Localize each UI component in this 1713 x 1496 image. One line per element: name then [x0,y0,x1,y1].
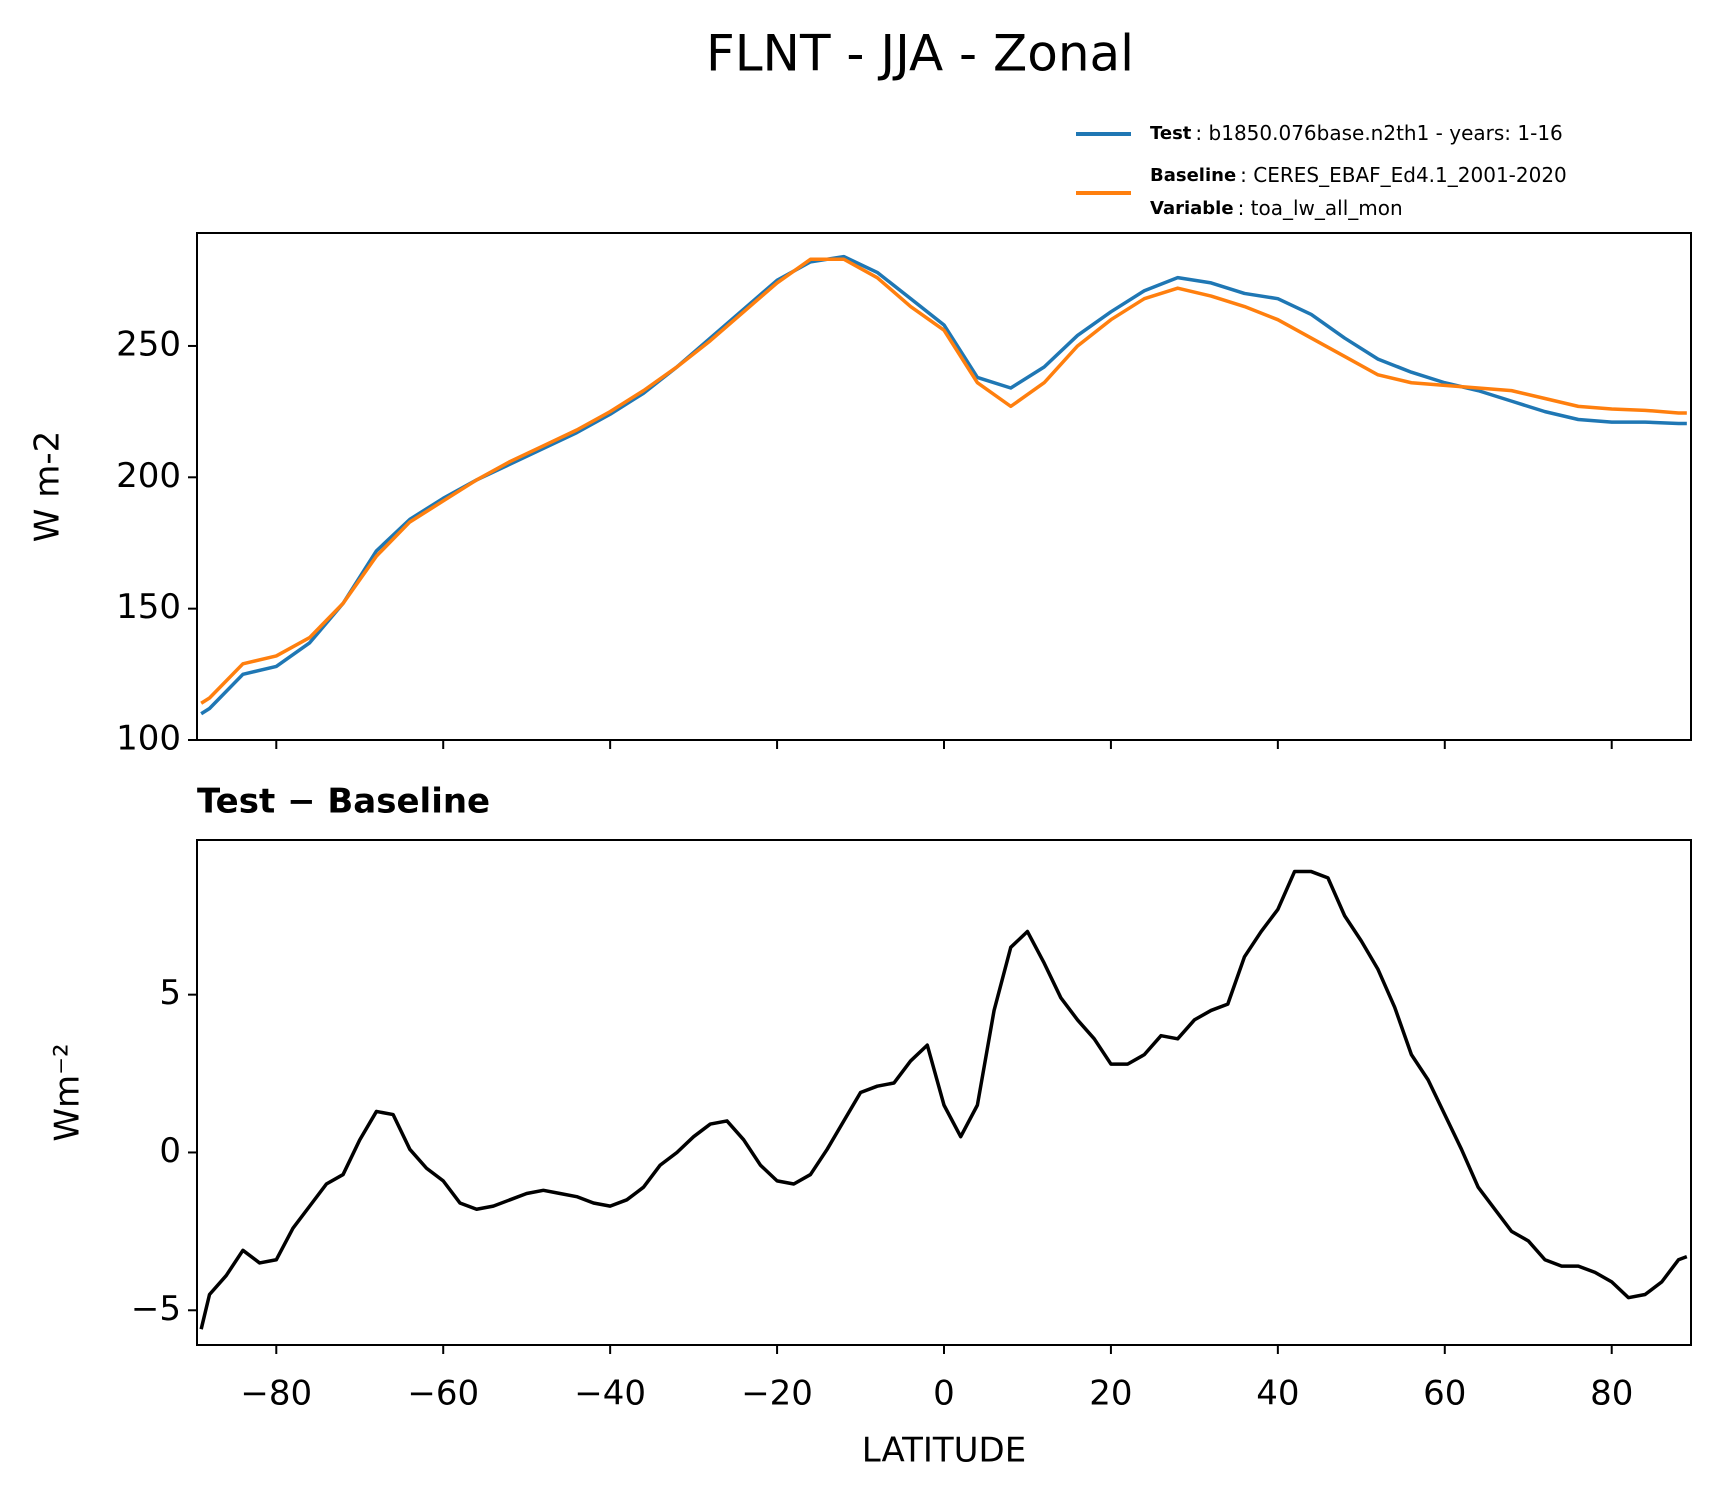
y-axis-label: W m-2 [28,431,68,542]
y-axis-label: Wm⁻² [48,1043,88,1141]
x-tick-label: 80 [1590,1374,1633,1414]
legend-detail: : toa_lw_all_mon [1238,196,1403,220]
y-tick-label: 250 [116,324,181,364]
legend-entry: Variable: toa_lw_all_mon [1150,196,1403,220]
figure-title: FLNT - JJA - Zonal [706,25,1134,83]
x-axis-label: LATITUDE [862,1431,1026,1471]
y-tick-label: −5 [131,1289,181,1329]
x-tick-label: 40 [1256,1374,1299,1414]
y-tick-label: 150 [116,587,181,627]
legend-detail: : b1850.076base.n2th1 - years: 1-16 [1195,121,1562,145]
legend-name: Variable [1150,198,1234,219]
x-tick-label: −20 [741,1374,813,1414]
x-tick-label: −40 [574,1374,646,1414]
legend-detail: : CERES_EBAF_Ed4.1_2001-2020 [1240,163,1567,187]
subplot-title: Test − Baseline [197,782,490,822]
plot-area [199,869,1688,1330]
series-line [199,869,1688,1330]
legend-entry: Baseline: CERES_EBAF_Ed4.1_2001-2020 [1150,163,1567,187]
y-tick-label: 100 [116,719,181,759]
x-tick-label: 0 [933,1374,955,1414]
x-tick-label: 20 [1089,1374,1132,1414]
legend-name: Baseline [1150,165,1236,186]
y-tick-label: 200 [116,456,181,496]
y-tick-label: 0 [159,1131,181,1171]
x-tick-label: 60 [1423,1374,1466,1414]
plot-area [200,254,1687,716]
legend-entry: Test: b1850.076base.n2th1 - years: 1-16 [1150,121,1563,145]
x-tick-label: −80 [240,1374,312,1414]
x-tick-label: −60 [407,1374,479,1414]
y-tick-label: 5 [159,973,181,1013]
series-line [200,257,1687,705]
legend-name: Test [1150,123,1192,144]
